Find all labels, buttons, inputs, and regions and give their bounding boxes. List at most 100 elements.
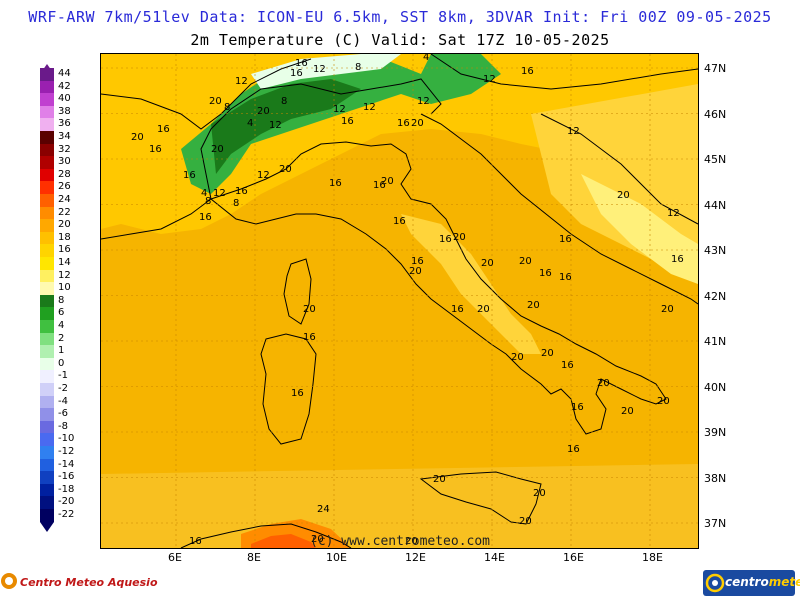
- brand-right-text-b: meteo: [768, 575, 800, 589]
- italy-coastline: [209, 141, 667, 435]
- isotherm-label: 16: [235, 186, 248, 197]
- legend-swatch: [40, 105, 54, 119]
- apennines-zone: [401, 214, 541, 354]
- legend-label: -4: [58, 395, 68, 407]
- legend-label: 18: [58, 231, 71, 243]
- legend-swatch: [40, 68, 54, 81]
- legend-label: -6: [58, 408, 68, 420]
- sicily-coastline: [419, 471, 542, 525]
- legend-swatch: [40, 244, 54, 257]
- corsica-coastline: [283, 258, 312, 325]
- legend-label: 42: [58, 80, 71, 92]
- isotherm-label: 8: [281, 96, 287, 107]
- legend-label: -8: [58, 420, 68, 432]
- isotherm-label: 12: [235, 76, 248, 87]
- isotherm-label: 16: [329, 178, 342, 189]
- isotherm-label: 8: [205, 196, 211, 207]
- legend-swatch: [40, 509, 54, 522]
- alpine-border: [200, 78, 442, 200]
- brand-logo-right: centrometeo: [703, 570, 800, 596]
- legend-label: 32: [58, 143, 71, 155]
- legend-swatch: [40, 483, 54, 497]
- map-gridlines: [101, 54, 698, 548]
- longitude-label: 10E: [326, 551, 347, 564]
- legend-label: 12: [58, 269, 71, 281]
- legend-label: 14: [58, 257, 71, 268]
- latitude-label: 44N: [704, 198, 727, 212]
- swiss-border: [101, 58, 312, 130]
- legend-swatch: [40, 168, 54, 182]
- longitude-label: 8E: [247, 551, 261, 564]
- france-coastline: [101, 198, 212, 240]
- legend-swatch: [40, 496, 54, 509]
- isotherm-label: 20: [519, 256, 532, 267]
- legend-label: 40: [58, 93, 71, 105]
- legend-label: 34: [58, 131, 71, 142]
- isotherm-label: 20: [433, 474, 446, 485]
- isotherm-label: 20: [527, 300, 540, 311]
- temperature-map: 16 12 8 4 12 16 12 16 20 8 8 4 12 12 12 12 16 16 20 20 16 20 1…: [100, 53, 699, 549]
- brand-right-icon: [705, 573, 725, 593]
- legend-swatch: [40, 257, 54, 270]
- legend-label: -2: [58, 383, 68, 394]
- latitude-label: 38N: [704, 471, 727, 485]
- isotherm-label: 16: [671, 254, 684, 265]
- isotherm-label: 16: [303, 332, 316, 343]
- isotherm-label: 20: [617, 190, 630, 201]
- isotherm-label: 12: [667, 208, 680, 219]
- legend-label: 36: [58, 118, 71, 130]
- legend-label: -20: [58, 496, 75, 508]
- legend-label: 8: [58, 294, 65, 306]
- balkan-border: [540, 113, 698, 225]
- isotherm-label: 20: [257, 106, 270, 117]
- legend-swatch: [40, 131, 54, 144]
- longitude-label: 6E: [168, 551, 182, 564]
- isotherm-label: 20: [621, 406, 634, 417]
- africa-hotter-zone: [251, 534, 316, 548]
- isotherm-label: 8: [355, 62, 361, 73]
- legend-label: 10: [58, 282, 71, 294]
- isotherm-label: 16: [157, 124, 170, 135]
- legend-swatch: [40, 345, 54, 358]
- longitude-label: 14E: [484, 551, 505, 564]
- isotherm-label: 20: [279, 164, 292, 175]
- isotherm-label: 12: [567, 126, 580, 137]
- legend-swatch: [40, 219, 54, 232]
- legend-swatch: [40, 194, 54, 207]
- isotherm-label: 12: [363, 102, 376, 113]
- legend-label: 22: [58, 206, 71, 218]
- legend-label: -12: [58, 446, 75, 457]
- legend-swatch: [40, 332, 54, 346]
- isotherm-label: 16: [295, 58, 308, 69]
- isotherm-label: 16: [521, 66, 534, 77]
- austria-border: [430, 54, 698, 90]
- isotherm-label: 16: [183, 170, 196, 181]
- isotherm-label: 16: [571, 402, 584, 413]
- isotherm-label: 16: [559, 272, 572, 283]
- legend-label: -18: [58, 483, 75, 495]
- legend-swatch: [40, 156, 54, 169]
- africa-coastline: [180, 523, 352, 548]
- isotherm-label: 16: [149, 144, 162, 155]
- header-line-2: 2m Temperature (C) Valid: Sat 17Z 10-05-…: [190, 31, 610, 49]
- longitude-label: 16E: [563, 551, 584, 564]
- isotherm-label: 12: [333, 104, 346, 115]
- isotherm-label: 20: [303, 304, 316, 315]
- legend-label: -14: [58, 458, 75, 470]
- brand-logo-left: Centro Meteo Aquesio: [0, 568, 158, 596]
- legend-label: 16: [58, 244, 71, 256]
- isotherm-label: 8: [233, 198, 239, 209]
- legend-label: -16: [58, 471, 75, 483]
- isotherm-label: 12: [417, 96, 430, 107]
- isotherm-label: 16: [567, 444, 580, 455]
- legend-swatch: [40, 320, 54, 333]
- legend-label: 44: [58, 68, 71, 79]
- isotherm-label: 16: [561, 360, 574, 371]
- isotherm-label: 20: [409, 266, 422, 277]
- legend-swatch: [40, 143, 54, 157]
- isotherm-label: 12: [483, 74, 496, 85]
- latitude-label: 39N: [704, 426, 727, 439]
- latitude-label: 46N: [704, 107, 727, 121]
- isotherm-label: 20: [477, 304, 490, 315]
